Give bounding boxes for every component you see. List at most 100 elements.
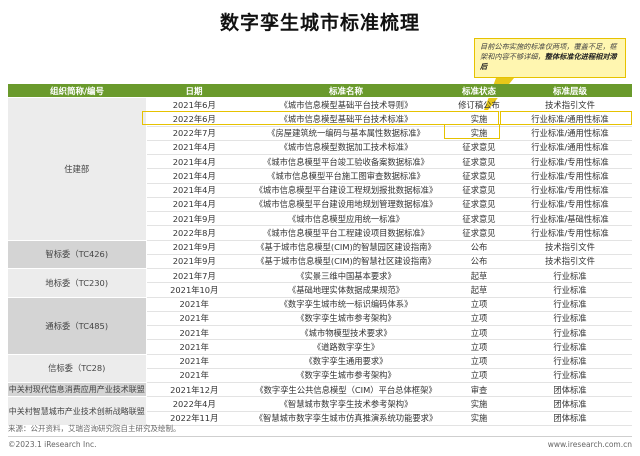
date-cell: 2021年4月 (146, 183, 242, 198)
standard-name-cell: 《数字孪生城市参考架构》 (242, 311, 450, 327)
standard-name-cell: 《智慧城市数字孪生城市仿真推演系统功能要求》 (242, 411, 450, 426)
status-cell: 公布 (450, 254, 508, 270)
level-cell: 团体标准 (508, 382, 632, 398)
table-row: 2022年6月 《城市信息模型基础平台技术标准》 实施 行业标准/通用性标准 (8, 111, 632, 127)
level-cell: 行业标准 (508, 297, 632, 312)
table-header-row: 组织简称/编号 日期 标准名称 标准状态 标准层级 (8, 84, 632, 98)
status-cell: 征求意见 (450, 168, 508, 184)
table-row: 2021年9月 《基于城市信息模型(CIM)的智慧社区建设指南》 公布 技术指引文件 (8, 254, 632, 270)
status-cell: 立项 (450, 325, 508, 341)
standards-table: 组织简称/编号 日期 标准名称 标准状态 标准层级 住建部 2021年6月 《城市信… (8, 84, 632, 426)
standard-name-cell: 《房屋建筑统一编码与基本属性数据标准》 (242, 126, 450, 141)
standard-name-cell: 《城市信息模型平台工程建设项目数据标准》 (242, 225, 450, 241)
date-cell: 2021年6月 (146, 97, 242, 113)
date-cell: 2021年 (146, 354, 242, 369)
level-cell: 行业标准/通用性标准 (508, 140, 632, 156)
table-row: 2021年4月 《城市信息模型平台建设工程规划报批数据标准》 征求意见 行业标准/专用… (8, 183, 632, 198)
status-cell: 征求意见 (450, 154, 508, 170)
callout-text: 目前公布实施的标准仅两项，覆盖不足，框架和内容不够详细， (480, 42, 617, 61)
table-row: 2021年4月 《城市信息模型平台建设用地规划管理数据标准》 征求意见 行业标准/专用… (8, 197, 632, 213)
date-cell: 2021年 (146, 325, 242, 341)
copyright-text: ©2023.1 iResearch Inc. (8, 440, 97, 449)
standard-name-cell: 《数字孪生城市参考架构》 (242, 368, 450, 384)
level-cell: 行业标准 (508, 268, 632, 284)
date-cell: 2021年 (146, 297, 242, 312)
standard-name-cell: 《城市信息模型基础平台技术标准》 (242, 111, 450, 127)
highlight-box-2 (444, 124, 500, 139)
status-cell: 修订稿公布 (450, 97, 508, 113)
status-cell: 征求意见 (450, 211, 508, 227)
standard-name-cell: 《城市信息模型平台建设用地规划管理数据标准》 (242, 197, 450, 213)
table-row: 2022年11月 《智慧城市数字孪生城市仿真推演系统功能要求》 实施 团体标准 (8, 411, 632, 426)
standard-name-cell: 《城市信息模型基础平台技术导则》 (242, 97, 450, 113)
header-status: 标准状态 (450, 84, 508, 98)
table-row: 2022年8月 《城市信息模型平台工程建设项目数据标准》 征求意见 行业标准/专用性标… (8, 225, 632, 241)
status-cell: 实施 (450, 126, 508, 141)
level-cell: 行业标准/专用性标准 (508, 168, 632, 184)
table-row: 2021年4月 《城市信息模型数据加工技术标准》 征求意见 行业标准/通用性标准 (8, 140, 632, 156)
standard-name-cell: 《城市信息模型平台建设工程规划报批数据标准》 (242, 183, 450, 198)
table-row: 2021年 《数字孪生城市参考架构》 立项 行业标准 (8, 368, 632, 384)
standard-name-cell: 《数字孪生城市统一标识编码体系》 (242, 297, 450, 312)
date-cell: 2021年 (146, 311, 242, 327)
org-cell: 中关村智慧城市产业技术创新战略联盟 (8, 396, 147, 426)
level-cell: 行业标准/专用性标准 (508, 197, 632, 213)
level-cell: 行业标准/专用性标准 (508, 154, 632, 170)
table-row: 2021年 《道路数字孪生》 立项 行业标准 (8, 339, 632, 355)
table-row: 2021年 《城市物模型技术要求》 立项 行业标准 (8, 325, 632, 341)
header-standard-name: 标准名称 (242, 84, 450, 98)
highlight-box-1 (142, 111, 499, 125)
date-cell: 2021年12月 (146, 382, 242, 398)
status-cell: 立项 (450, 297, 508, 312)
status-cell: 立项 (450, 311, 508, 327)
status-cell: 审查 (450, 382, 508, 398)
status-cell: 立项 (450, 339, 508, 355)
status-cell: 实施 (450, 411, 508, 426)
standard-name-cell: 《城市信息模型平台竣工验收备案数据标准》 (242, 154, 450, 170)
table-row: 中关村智慧城市产业技术创新战略联盟 2022年4月 《智慧城市数字孪生技术参考架构》… (8, 396, 632, 426)
level-cell: 技术指引文件 (508, 97, 632, 113)
table-row: 住建部 2021年6月 《城市信息模型基础平台技术导则》 修订稿公布 技术指引文件 (8, 97, 632, 241)
standard-name-cell: 《智慧城市数字孪生技术参考架构》 (242, 396, 450, 412)
level-cell: 行业标准/通用性标准 (508, 126, 632, 141)
table-row: 智标委（TC426) 2021年9月 《基于城市信息模型(CIM)的智慧园区建设指南… (8, 240, 632, 269)
date-cell: 2022年11月 (146, 411, 242, 426)
status-cell: 实施 (450, 111, 508, 127)
table-row: 2021年9月 《城市信息模型应用统一标准》 征求意见 行业标准/基础性标准 (8, 211, 632, 227)
org-cell: 中关村现代信息消费应用产业技术联盟 (8, 382, 147, 398)
status-cell: 征求意见 (450, 183, 508, 198)
table-row: 2021年10月 《基础地理实体数据成果规范》 起草 行业标准 (8, 282, 632, 298)
callout-note: 目前公布实施的标准仅两项，覆盖不足，框架和内容不够详细，整体标准化进程相对滞后 (474, 38, 626, 78)
standard-name-cell: 《基于城市信息模型(CIM)的智慧社区建设指南》 (242, 254, 450, 270)
standard-name-cell: 《城市信息模型应用统一标准》 (242, 211, 450, 227)
date-cell: 2021年4月 (146, 168, 242, 184)
date-cell: 2022年8月 (146, 225, 242, 241)
date-cell: 2021年9月 (146, 240, 242, 255)
standard-name-cell: 《城市物模型技术要求》 (242, 325, 450, 341)
date-cell: 2021年4月 (146, 154, 242, 170)
status-cell: 起草 (450, 268, 508, 284)
source-footnote: 来源：公开资料，艾瑞咨询研究院自主研究及绘制。 (8, 424, 181, 433)
status-cell: 征求意见 (450, 140, 508, 156)
level-cell: 行业标准 (508, 339, 632, 355)
date-cell: 2022年4月 (146, 396, 242, 412)
level-cell: 行业标准 (508, 354, 632, 369)
level-cell: 技术指引文件 (508, 240, 632, 255)
org-cell: 通标委（TC485) (8, 297, 147, 355)
level-cell: 行业标准/专用性标准 (508, 225, 632, 241)
level-cell: 行业标准 (508, 282, 632, 298)
status-cell: 征求意见 (450, 197, 508, 213)
date-cell: 2021年4月 (146, 140, 242, 156)
table-row: 2022年7月 《房屋建筑统一编码与基本属性数据标准》 实施 行业标准/通用性标准 (8, 126, 632, 141)
org-cell: 住建部 (8, 97, 147, 241)
table-row: 地标委（TC230) 2021年7月 《实景三维中国基本要求》 起草 行业标准 (8, 268, 632, 298)
footer-divider (8, 436, 632, 437)
date-cell: 2021年 (146, 368, 242, 384)
callout-bold-text: 整体标准化进程相对滞后 (480, 52, 617, 71)
standard-name-cell: 《数字孪生公共信息模型（CIM）平台总体框架》 (242, 382, 450, 398)
standard-name-cell: 《城市信息模型数据加工技术标准》 (242, 140, 450, 156)
standard-name-cell: 《城市信息模型平台施工图审查数据标准》 (242, 168, 450, 184)
date-cell: 2022年7月 (146, 126, 242, 141)
level-cell: 团体标准 (508, 411, 632, 426)
table-row: 2021年4月 《城市信息模型平台施工图审查数据标准》 征求意见 行业标准/专用性标准 (8, 168, 632, 184)
